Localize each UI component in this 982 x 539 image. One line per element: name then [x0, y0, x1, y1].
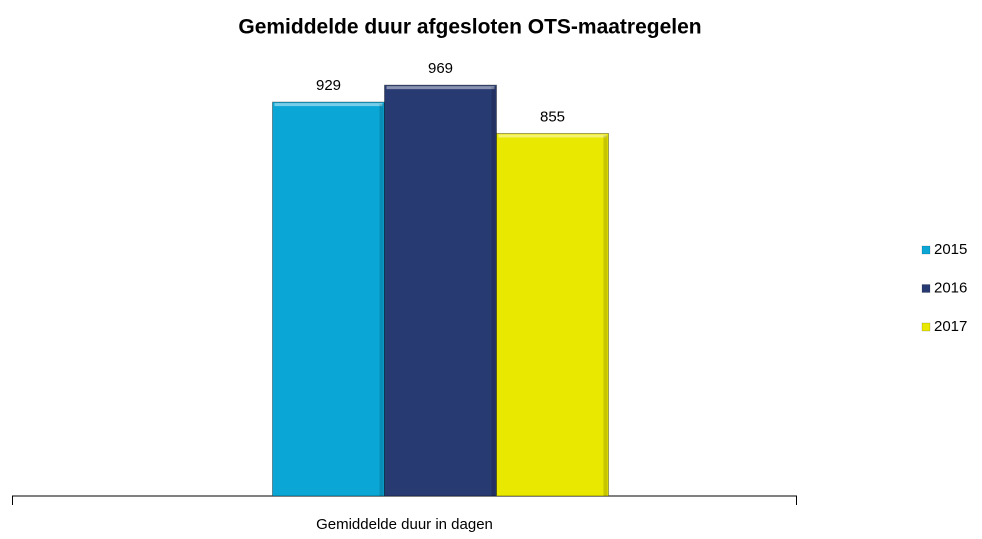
- bar-bevel: [274, 103, 383, 107]
- legend-label: 2016: [934, 279, 967, 296]
- bar-shade: [491, 87, 496, 497]
- legend-swatch: [921, 245, 931, 255]
- bar-shade: [379, 104, 384, 496]
- bar: [496, 132, 609, 497]
- legend-swatch: [921, 284, 931, 293]
- legend-label: 2017: [934, 318, 967, 335]
- legend-label: 2015: [934, 241, 967, 258]
- data-label: 929: [316, 77, 341, 94]
- bar-bevel: [386, 86, 495, 90]
- bar-bevel: [498, 134, 607, 138]
- x-tick-label: Gemiddelde duur in dagen: [316, 516, 493, 533]
- bar-shade: [603, 135, 608, 497]
- bar: [384, 84, 497, 497]
- legend-swatch: [921, 322, 931, 332]
- data-label: 969: [428, 60, 453, 77]
- chart-title: Gemiddelde duur afgesloten OTS-maatregel…: [238, 16, 701, 39]
- bar: [272, 101, 385, 497]
- data-label: 855: [540, 108, 565, 125]
